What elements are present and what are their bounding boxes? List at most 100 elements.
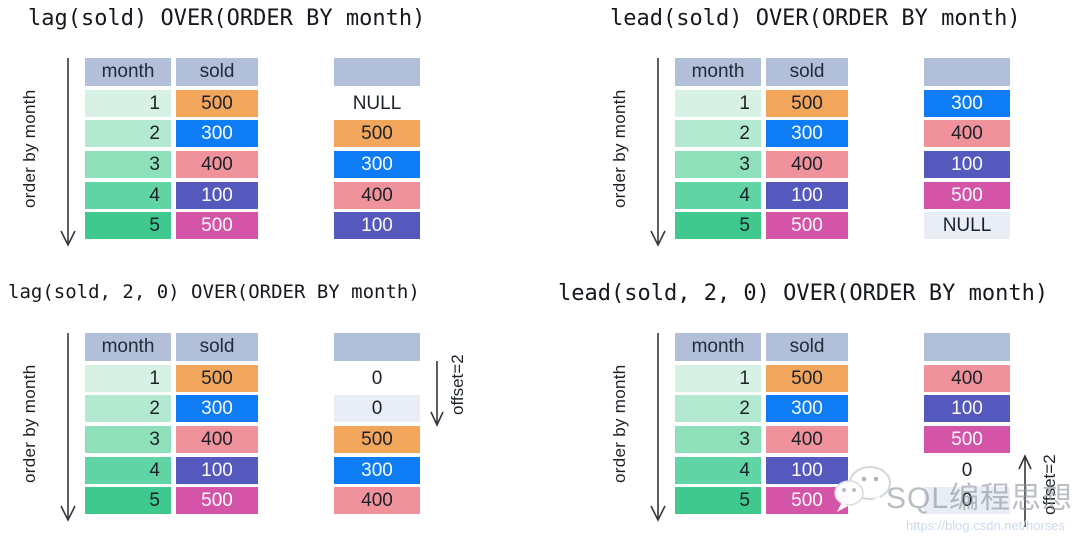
- sold-header: sold: [766, 333, 848, 361]
- result-cell: 300: [924, 89, 1010, 117]
- sold-cell: 300: [176, 395, 258, 423]
- month-cell: 4: [85, 456, 171, 484]
- month-cell: 2: [85, 120, 171, 148]
- order-by-label: order by month: [610, 364, 629, 484]
- panel-title: lag(sold, 2, 0) OVER(ORDER BY month): [8, 281, 420, 303]
- sold-cell: 100: [176, 456, 258, 484]
- month-header: month: [85, 58, 171, 86]
- month-cell: 5: [85, 487, 171, 515]
- result-cell: 0: [334, 395, 420, 423]
- month-cell: 2: [85, 395, 171, 423]
- month-cell: 2: [675, 120, 761, 148]
- sold-cell: 500: [766, 89, 848, 117]
- down-arrow-icon: [60, 58, 76, 247]
- result-column: 300 400 100 500 NULL: [924, 58, 1010, 240]
- sold-cell: 500: [766, 212, 848, 240]
- panel-lag-offset: lag(sold, 2, 0) OVER(ORDER BY month) ord…: [0, 275, 490, 543]
- panel-lead-offset: lead(sold, 2, 0) OVER(ORDER BY month) or…: [558, 275, 1080, 543]
- order-by-label: order by month: [610, 89, 629, 209]
- sold-cell: 300: [766, 395, 848, 423]
- month-cell: 3: [85, 151, 171, 179]
- sold-cell: 100: [766, 181, 848, 209]
- month-cell: 3: [675, 151, 761, 179]
- month-cell: 4: [675, 456, 761, 484]
- down-arrow-icon: [650, 333, 666, 522]
- offset-label: offset=2: [448, 354, 467, 416]
- result-column: 400 100 500 0 0: [924, 333, 1010, 515]
- result-cell: 500: [334, 120, 420, 148]
- sold-column: sold 500 300 400 100 500: [176, 333, 258, 515]
- result-header: [334, 58, 420, 86]
- result-cell: 500: [924, 426, 1010, 454]
- panel-lead: lead(sold) OVER(ORDER BY month) order by…: [590, 0, 1080, 270]
- month-cell: 1: [85, 364, 171, 392]
- offset-down-arrow-icon: [430, 361, 444, 427]
- down-arrow-icon: [60, 333, 76, 522]
- sold-cell: 500: [766, 364, 848, 392]
- sold-cell: 300: [176, 120, 258, 148]
- watermark-brand: SQL编程思想: [886, 482, 1074, 515]
- month-cell: 2: [675, 395, 761, 423]
- panel-title: lead(sold, 2, 0) OVER(ORDER BY month): [558, 281, 1049, 306]
- panel-lag: lag(sold) OVER(ORDER BY month) order by …: [0, 0, 490, 270]
- month-header: month: [675, 58, 761, 86]
- sold-cell: 400: [766, 151, 848, 179]
- order-by-label: order by month: [20, 364, 39, 484]
- month-cell: 4: [675, 181, 761, 209]
- result-header: [924, 58, 1010, 86]
- sold-column: sold 500 300 400 100 500: [176, 58, 258, 240]
- result-cell: 400: [924, 120, 1010, 148]
- result-column: NULL 500 300 400 100: [334, 58, 420, 240]
- result-cell: 100: [924, 395, 1010, 423]
- sold-cell: 500: [176, 89, 258, 117]
- sold-cell: 400: [176, 151, 258, 179]
- result-header: [924, 333, 1010, 361]
- result-cell: 500: [334, 426, 420, 454]
- result-cell: 100: [334, 212, 420, 240]
- sold-cell: 500: [176, 364, 258, 392]
- sold-header: sold: [176, 58, 258, 86]
- sold-cell: 300: [766, 120, 848, 148]
- result-cell: 500: [924, 181, 1010, 209]
- result-cell: NULL: [352, 92, 402, 114]
- result-cell: 0: [371, 367, 383, 389]
- month-column: month 1 2 3 4 5: [85, 333, 171, 515]
- sold-cell: 400: [766, 426, 848, 454]
- month-header: month: [85, 333, 171, 361]
- result-cell: 100: [924, 151, 1010, 179]
- sold-header: sold: [766, 58, 848, 86]
- result-cell: 400: [334, 487, 420, 515]
- sold-cell: 100: [766, 456, 848, 484]
- month-cell: 1: [85, 89, 171, 117]
- sold-cell: 100: [176, 181, 258, 209]
- wechat-icon: [834, 466, 891, 512]
- down-arrow-icon: [650, 58, 666, 247]
- result-cell: 400: [334, 181, 420, 209]
- panel-title: lead(sold) OVER(ORDER BY month): [610, 6, 1021, 31]
- result-cell: NULL: [924, 212, 1010, 240]
- sold-column: sold 500 300 400 100 500: [766, 58, 848, 240]
- month-cell: 3: [85, 426, 171, 454]
- month-cell: 5: [675, 212, 761, 240]
- month-column: month 1 2 3 4 5: [675, 333, 761, 515]
- order-by-label: order by month: [20, 89, 39, 209]
- sold-cell: 400: [176, 426, 258, 454]
- month-cell: 3: [675, 426, 761, 454]
- result-cell: 400: [924, 364, 1010, 392]
- sold-cell: 500: [176, 212, 258, 240]
- month-column: month 1 2 3 4 5: [85, 58, 171, 240]
- sold-column: sold 500 300 400 100 500: [766, 333, 848, 515]
- month-cell: 5: [675, 487, 761, 515]
- sold-cell: 500: [766, 487, 848, 515]
- sold-header: sold: [176, 333, 258, 361]
- result-cell: 0: [961, 459, 973, 481]
- result-column: 0 0 500 300 400: [334, 333, 420, 515]
- result-cell: 300: [334, 456, 420, 484]
- result-cell: 0: [924, 487, 1010, 515]
- month-header: month: [675, 333, 761, 361]
- watermark-url: https://blog.csdn.net/horses: [906, 518, 1065, 533]
- month-cell: 4: [85, 181, 171, 209]
- month-cell: 1: [675, 89, 761, 117]
- month-cell: 1: [675, 364, 761, 392]
